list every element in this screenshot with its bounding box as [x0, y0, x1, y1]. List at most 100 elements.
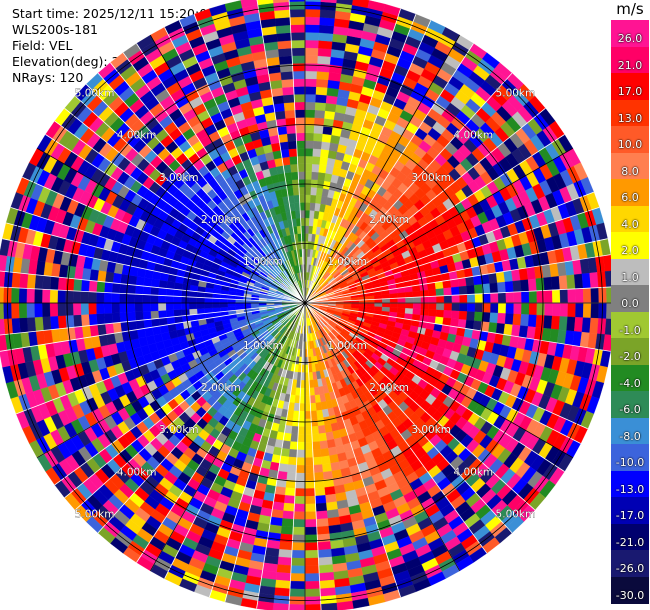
velocity-gate — [316, 63, 331, 73]
velocity-gate — [304, 465, 315, 474]
velocity-gate — [42, 316, 52, 331]
velocity-gate — [314, 495, 327, 504]
velocity-gate — [219, 302, 228, 308]
velocity-gate — [304, 202, 311, 211]
velocity-gate — [278, 463, 289, 473]
velocity-gate — [290, 433, 299, 443]
velocity-gate — [304, 179, 312, 188]
velocity-gate — [277, 556, 292, 566]
velocity-gate — [304, 171, 313, 180]
velocity-gate — [274, 486, 286, 496]
velocity-gate — [389, 293, 398, 299]
velocity-gate — [427, 309, 437, 317]
velocity-gate — [288, 449, 298, 458]
velocity-gate — [274, 17, 291, 27]
velocity-gate — [574, 317, 584, 333]
velocity-gate — [558, 275, 568, 290]
velocity-gate — [397, 307, 406, 314]
velocity-gate — [275, 24, 291, 34]
velocity-gate — [310, 186, 318, 196]
velocity-gate — [65, 277, 75, 292]
velocity-gate — [315, 510, 328, 520]
velocity-gate — [34, 302, 43, 318]
velocity-gate — [292, 410, 300, 420]
velocity-gate — [304, 217, 310, 226]
velocity-gate — [274, 9, 291, 19]
velocity-gate — [313, 132, 323, 142]
velocity-gate — [458, 310, 468, 321]
velocity-gate — [291, 557, 306, 567]
colorbar-tick-label: 6.0 — [621, 191, 639, 204]
velocity-gate — [297, 426, 306, 435]
velocity-gate — [49, 302, 58, 317]
velocity-gate — [318, 32, 334, 42]
range-ring-label: 3.00km — [159, 172, 199, 184]
velocity-gate — [294, 202, 301, 211]
velocity-gate — [104, 271, 115, 283]
velocity-gate — [316, 78, 329, 88]
velocity-gate — [290, 24, 306, 33]
velocity-gate — [316, 409, 324, 419]
velocity-gate — [150, 286, 159, 296]
velocity-gate — [304, 86, 317, 95]
velocity-gate — [316, 533, 331, 543]
velocity-gate — [166, 281, 176, 290]
velocity-gate — [150, 302, 159, 312]
velocity-gate — [317, 425, 326, 434]
velocity-gate — [304, 16, 321, 26]
velocity-gate — [26, 317, 36, 333]
velocity-gate — [165, 309, 175, 318]
velocity-gate — [543, 276, 553, 291]
range-ring-label: 5.00km — [75, 508, 115, 520]
velocity-gate — [304, 395, 311, 404]
velocity-gate — [304, 418, 312, 427]
velocity-gate — [404, 308, 414, 315]
velocity-gates — [0, 0, 615, 610]
velocity-gate — [277, 125, 288, 136]
velocity-gate — [322, 125, 333, 136]
velocity-gate — [589, 317, 599, 334]
velocity-gate — [299, 202, 306, 211]
velocity-gate — [295, 124, 306, 134]
velocity-gate — [474, 311, 483, 322]
velocity-gate — [412, 308, 422, 316]
velocity-gate — [590, 302, 600, 319]
velocity-gate — [443, 310, 452, 319]
velocity-gate — [497, 292, 507, 304]
velocity-gate — [19, 272, 29, 289]
velocity-gate — [283, 502, 295, 512]
velocity-gate — [443, 302, 453, 311]
velocity-gate — [295, 210, 301, 219]
velocity-gate — [321, 463, 332, 473]
velocity-gate — [497, 281, 506, 294]
velocity-gate — [19, 317, 29, 334]
colorbar-tick-label: -2.0 — [619, 350, 641, 363]
velocity-gate — [536, 302, 545, 316]
velocity-gate — [103, 292, 113, 304]
velocity-gate — [297, 441, 306, 451]
velocity-gate — [490, 302, 499, 314]
velocity-gate — [581, 272, 591, 289]
velocity-gate — [294, 488, 306, 497]
velocity-gate — [127, 311, 136, 322]
velocity-gate — [73, 314, 83, 328]
velocity-gate — [304, 155, 313, 165]
velocity-gate — [273, 493, 285, 504]
velocity-gate — [304, 604, 322, 610]
velocity-gate — [287, 456, 298, 466]
velocity-gate — [290, 163, 299, 173]
velocity-gate — [80, 314, 90, 327]
velocity-gate — [34, 274, 44, 290]
velocity-gate — [291, 171, 299, 181]
velocity-gate — [304, 132, 315, 141]
velocity-gate — [11, 317, 21, 334]
velocity-gate — [142, 285, 152, 296]
velocity-gate — [322, 470, 333, 481]
site-label: WLS200s-181 — [12, 22, 98, 37]
velocity-gate — [173, 309, 183, 317]
colorbar-tick-label: 10.0 — [617, 138, 643, 151]
velocity-gate — [443, 295, 453, 304]
velocity-gate — [320, 148, 330, 158]
velocity-gate — [97, 323, 107, 336]
colorbar-tick-label: -8.0 — [619, 429, 641, 443]
